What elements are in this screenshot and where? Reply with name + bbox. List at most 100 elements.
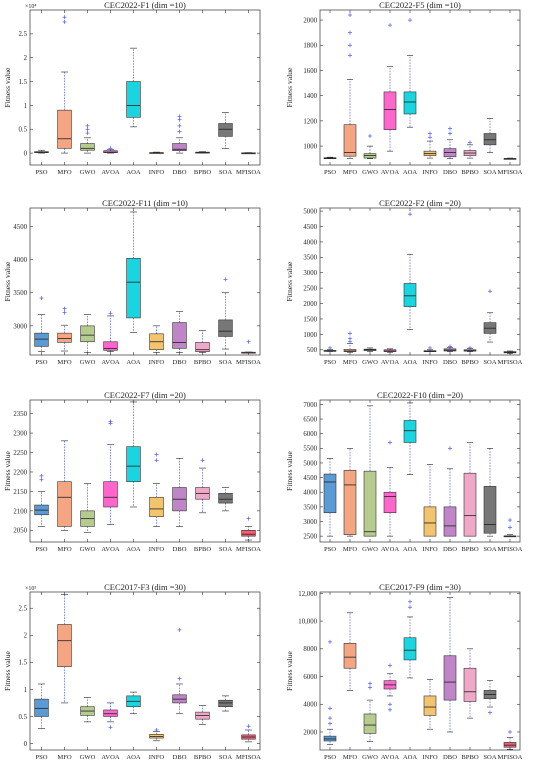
outlier-marker	[508, 525, 512, 530]
box-body	[483, 486, 497, 534]
x-tick-label: BPBO	[194, 754, 211, 761]
x-tick-label: SOA	[483, 359, 496, 366]
y-tick-label: 0.5	[19, 127, 28, 134]
outlier-marker	[108, 419, 113, 424]
box-body	[363, 713, 377, 734]
chart-panel-1: CEC2022-F1 (dim =10) Fitness value ×10⁴ 0 0.…	[3, 0, 261, 176]
box-gwo	[80, 697, 95, 723]
box-body	[218, 699, 233, 708]
outlier-marker	[448, 446, 452, 451]
box-bpbo	[463, 442, 477, 537]
chart-title: CEC2017-F3 (dim =30)	[104, 582, 186, 592]
box-gwo	[80, 483, 95, 533]
outlier-marker	[368, 681, 372, 686]
y-tick-label: 3500	[303, 504, 317, 511]
outlier-marker	[85, 127, 90, 132]
box-mfo	[343, 13, 357, 159]
box-mfisoa	[241, 152, 256, 155]
y-tick-label: 2.5	[19, 31, 28, 38]
y-axis-label: Fitness value	[285, 450, 294, 490]
box-body	[57, 109, 72, 149]
box-body	[57, 332, 72, 343]
y-tick-label: 1200	[303, 118, 317, 125]
box-dbo	[172, 627, 187, 715]
box-bpbo	[463, 140, 477, 159]
box-info	[423, 131, 437, 159]
y-tick-label: 1000	[303, 332, 317, 339]
y-tick-label: 0.5	[19, 714, 28, 721]
x-tick-label: BPBO	[461, 169, 478, 176]
x-tick-label: SOA	[483, 546, 496, 553]
x-tick-label: BPBO	[461, 359, 478, 366]
box-aoa	[403, 18, 417, 128]
outlier-marker	[177, 117, 182, 122]
box-dbo	[443, 597, 457, 733]
box-body	[172, 143, 187, 151]
y-tick-label: 1000	[303, 143, 317, 150]
x-tick-label: MFO	[57, 546, 72, 553]
outlier-marker	[246, 339, 251, 344]
y-tick-label: 5500	[303, 446, 317, 453]
box-body	[126, 446, 141, 482]
outlier-marker	[408, 599, 412, 604]
chart-panel-7: CEC2017-F3 (dim =30) Fitness value ×10⁵ 0 0.…	[3, 582, 261, 761]
box-body	[403, 283, 417, 307]
outlier-marker	[488, 289, 492, 294]
x-tick-label: AOA	[403, 169, 418, 176]
chart-panel-8: CEC2017-F9 (dim =30) Fitness value 2000 400…	[285, 582, 523, 761]
y-tick-label: 0	[24, 741, 28, 748]
outlier-marker	[62, 306, 67, 311]
y-tick-label: 4000	[13, 257, 27, 264]
box-aoa	[126, 47, 141, 128]
box-avoa	[383, 348, 397, 353]
chart-title: CEC2017-F9 (dim =30)	[379, 582, 461, 592]
box-body	[383, 491, 397, 514]
y-tick-label: 8000	[303, 646, 317, 653]
x-tick-label: AVOA	[381, 754, 399, 761]
chart-title: CEC2022-F10 (dim =20)	[377, 390, 463, 400]
y-axis-label: Fitness value	[285, 650, 294, 690]
x-tick-label: MFISOA	[498, 546, 523, 553]
box-mfo	[57, 306, 72, 352]
x-tick-label: AOA	[126, 754, 141, 761]
outlier-marker	[468, 345, 472, 350]
box-gwo	[363, 347, 377, 352]
box-mfisoa	[503, 518, 517, 538]
y-tick-label: 3000	[303, 270, 317, 277]
outlier-marker	[368, 134, 372, 139]
box-body	[483, 133, 497, 146]
x-tick-label: SOA	[483, 754, 496, 761]
outlier-marker	[154, 458, 159, 463]
box-soa	[483, 448, 497, 537]
x-tick-label: PSO	[35, 359, 47, 366]
x-tick-label: AOA	[126, 169, 141, 176]
outlier-marker	[448, 126, 452, 131]
x-tick-label: DBO	[443, 169, 457, 176]
chart-panel-6: CEC2022-F10 (dim =20) Fitness value 2500 30…	[285, 390, 523, 553]
outlier-marker	[408, 605, 412, 610]
x-tick-label: AVOA	[101, 169, 119, 176]
x-tick-label: INFO	[149, 169, 165, 176]
outlier-marker	[177, 676, 182, 681]
box-mfo	[57, 594, 72, 704]
y-tick-label: 1400	[303, 93, 317, 100]
box-pso	[323, 458, 337, 537]
box-body	[463, 472, 477, 537]
box-body	[34, 332, 49, 347]
box-gwo	[363, 134, 377, 159]
box-body	[149, 496, 164, 518]
box-body	[443, 655, 457, 701]
chart-panel-3: CEC2022-F11 (dim =10) Fitness value 3000 35…	[3, 198, 261, 366]
x-tick-label: DBO	[173, 546, 187, 553]
x-tick-label: MFO	[343, 359, 358, 366]
y-tick-label: 2.5	[19, 606, 28, 613]
y-axis-exponent: ×10⁴	[25, 4, 36, 10]
x-tick-label: INFO	[422, 546, 438, 553]
box-body	[195, 342, 210, 352]
box-mfisoa	[503, 157, 517, 160]
box-aoa	[126, 211, 141, 333]
box-body	[126, 258, 141, 319]
box-mfisoa	[241, 724, 256, 743]
x-tick-label: MFO	[57, 754, 72, 761]
x-tick-label: DBO	[173, 359, 187, 366]
